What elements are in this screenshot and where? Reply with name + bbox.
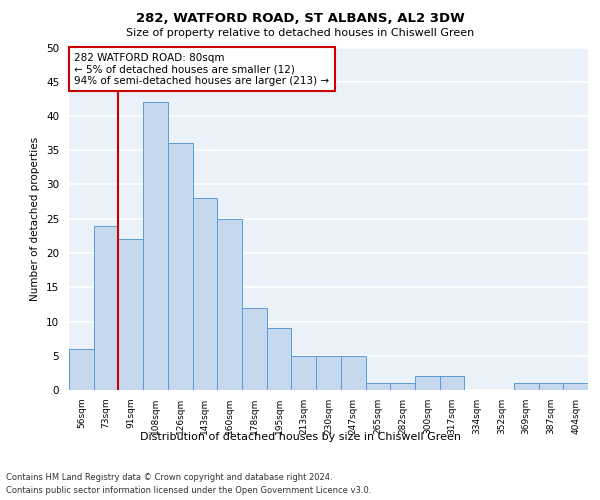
Text: Distribution of detached houses by size in Chiswell Green: Distribution of detached houses by size … bbox=[139, 432, 461, 442]
Text: 282 WATFORD ROAD: 80sqm
← 5% of detached houses are smaller (12)
94% of semi-det: 282 WATFORD ROAD: 80sqm ← 5% of detached… bbox=[74, 52, 329, 86]
Bar bbox=[440, 376, 464, 390]
Text: Contains HM Land Registry data © Crown copyright and database right 2024.: Contains HM Land Registry data © Crown c… bbox=[6, 472, 332, 482]
Text: 282, WATFORD ROAD, ST ALBANS, AL2 3DW: 282, WATFORD ROAD, ST ALBANS, AL2 3DW bbox=[136, 12, 464, 26]
Y-axis label: Number of detached properties: Number of detached properties bbox=[31, 136, 40, 301]
Bar bbox=[217, 219, 242, 390]
Bar bbox=[390, 383, 415, 390]
Bar bbox=[143, 102, 168, 390]
Bar bbox=[341, 356, 365, 390]
Bar bbox=[193, 198, 217, 390]
Bar bbox=[539, 383, 563, 390]
Bar bbox=[94, 226, 118, 390]
Bar bbox=[563, 383, 588, 390]
Bar bbox=[514, 383, 539, 390]
Bar bbox=[292, 356, 316, 390]
Bar bbox=[242, 308, 267, 390]
Bar bbox=[365, 383, 390, 390]
Bar bbox=[415, 376, 440, 390]
Text: Size of property relative to detached houses in Chiswell Green: Size of property relative to detached ho… bbox=[126, 28, 474, 38]
Bar bbox=[316, 356, 341, 390]
Bar bbox=[69, 349, 94, 390]
Bar bbox=[267, 328, 292, 390]
Bar bbox=[118, 240, 143, 390]
Text: Contains public sector information licensed under the Open Government Licence v3: Contains public sector information licen… bbox=[6, 486, 371, 495]
Bar bbox=[168, 144, 193, 390]
